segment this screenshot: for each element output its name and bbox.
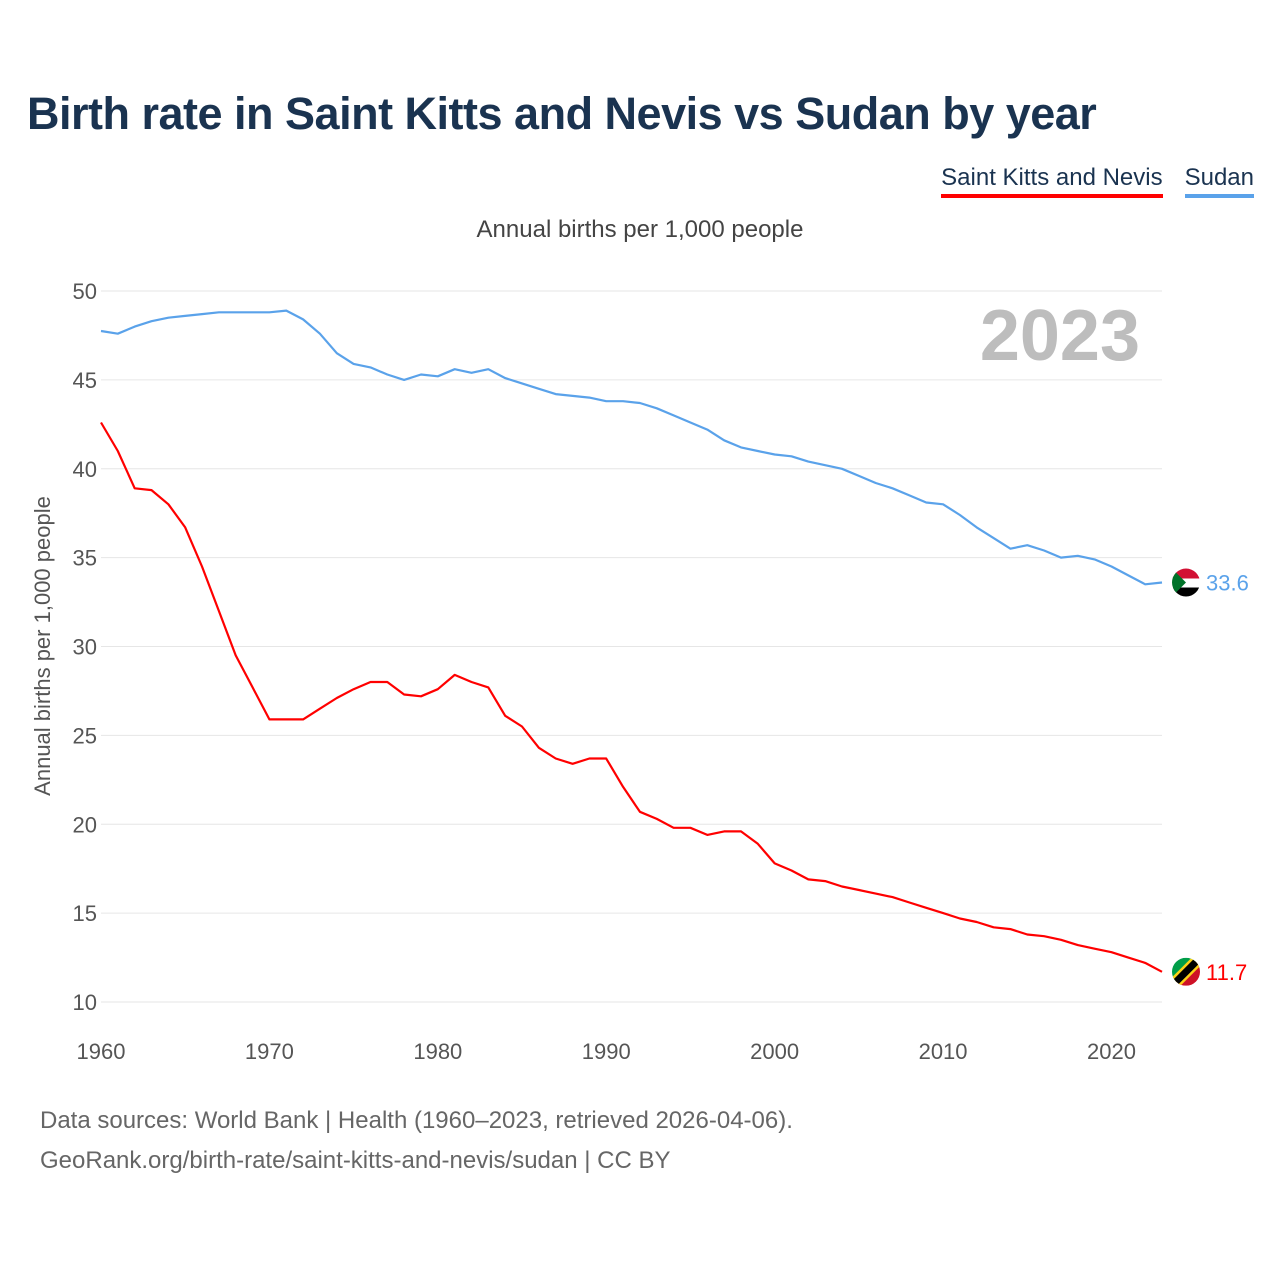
chart-subtitle: Annual births per 1,000 people xyxy=(476,216,804,243)
legend-item-sudan[interactable]: Sudan xyxy=(1184,164,1254,198)
x-tick-label: 2000 xyxy=(750,1039,799,1064)
footer-sources: Data sources: World Bank | Health (1960–… xyxy=(40,1107,793,1134)
x-tick-label: 1990 xyxy=(582,1039,631,1064)
y-tick-label: 50 xyxy=(73,279,97,304)
x-tick-label: 1970 xyxy=(245,1039,294,1064)
legend: Saint Kitts and Nevis Sudan xyxy=(941,164,1254,198)
y-tick-label: 20 xyxy=(73,812,97,837)
footer-url[interactable]: GeoRank.org/birth-rate/saint-kitts-and-n… xyxy=(40,1147,671,1174)
legend-item-saint-kitts-and-nevis[interactable]: Saint Kitts and Nevis xyxy=(941,164,1163,198)
y-tick-label: 35 xyxy=(73,546,97,571)
x-tick-label: 2010 xyxy=(919,1039,968,1064)
y-axis-label: Annual births per 1,000 people xyxy=(30,496,55,796)
x-tick-label: 1960 xyxy=(77,1039,126,1064)
saint-kitts-and-nevis-flag-icon xyxy=(1172,957,1200,986)
end-value-label: 33.6 xyxy=(1206,571,1249,596)
end-value-label: 11.7 xyxy=(1206,960,1247,985)
year-label: 2023 xyxy=(980,296,1140,376)
y-tick-label: 15 xyxy=(73,901,97,926)
y-tick-label: 40 xyxy=(73,457,97,482)
y-tick-label: 45 xyxy=(73,368,97,393)
y-tick-label: 30 xyxy=(73,635,97,660)
series-line-saint-kitts-and-nevis xyxy=(100,421,1163,973)
chart-title: Birth rate in Saint Kitts and Nevis vs S… xyxy=(27,88,1097,139)
x-tick-label: 1980 xyxy=(413,1039,462,1064)
y-tick-label: 25 xyxy=(73,723,97,748)
line-chart: 10 15 20 25 30 35 40 45 50 1960 1970 1980 1990 2000 20… xyxy=(30,279,1249,1064)
sudan-flag-icon xyxy=(1172,568,1200,597)
x-tick-label: 2020 xyxy=(1087,1039,1136,1064)
y-tick-label: 10 xyxy=(73,990,97,1015)
series-line-sudan xyxy=(100,309,1163,586)
